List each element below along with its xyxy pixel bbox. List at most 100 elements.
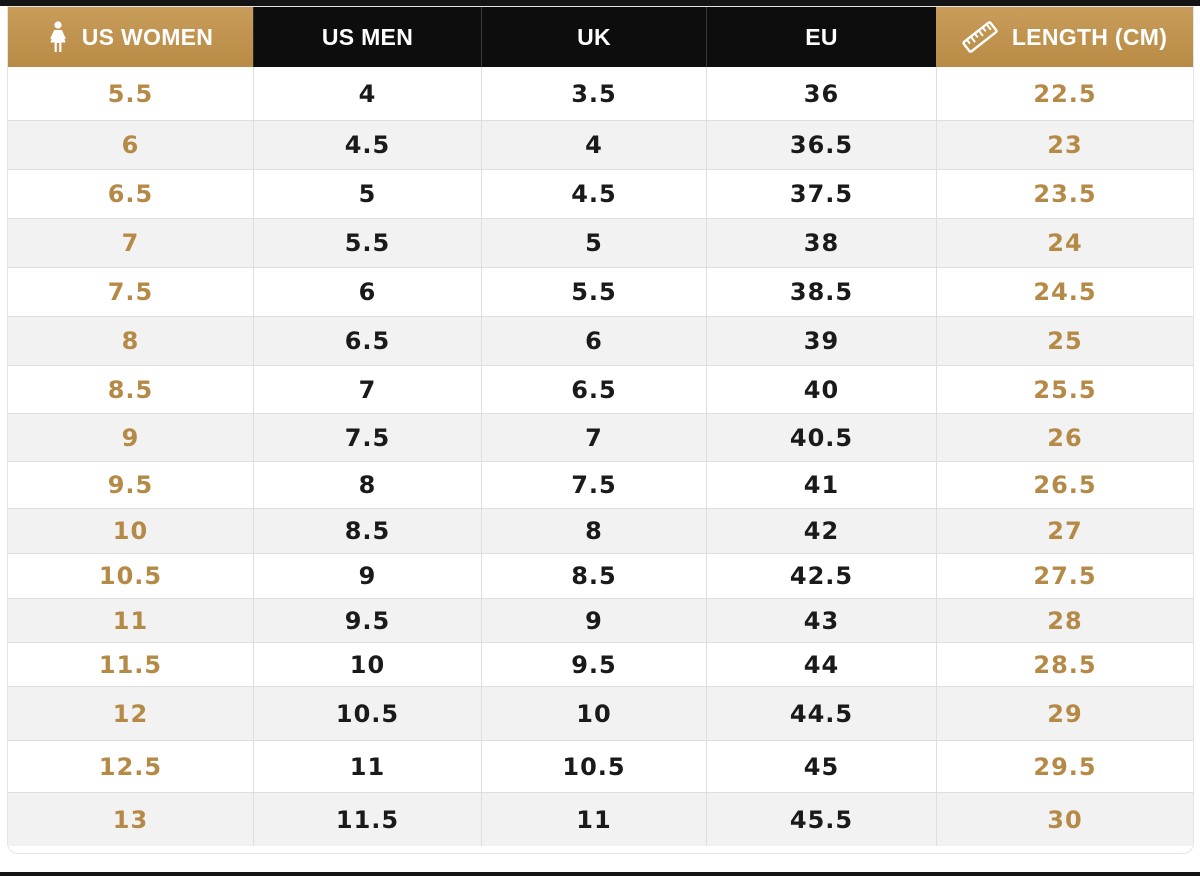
table-row: 10 8.5 8 42 27 [8, 508, 1193, 553]
table-cell: 8.5 [481, 554, 706, 598]
header-label: LENGTH (CM) [1011, 23, 1168, 50]
table-row: 10.5 9 8.5 42.5 27.5 [8, 553, 1193, 598]
table-cell: 6.5 [107, 180, 154, 208]
header-eu: EU [706, 7, 936, 67]
table-cell: 4 [253, 67, 481, 120]
table-cell: 4 [481, 121, 706, 169]
table-cell: 10 [253, 643, 481, 686]
table-cell: 11 [112, 606, 149, 635]
table-cell: 45.5 [706, 793, 936, 846]
woman-icon [48, 21, 68, 53]
table-cell: 24 [936, 219, 1193, 267]
table-cell: 40.5 [706, 414, 936, 461]
header-us-men: US MEN [253, 7, 481, 67]
header-label: EU [805, 23, 838, 50]
table-row: 9 7.5 7 40.5 26 [8, 413, 1193, 461]
header-label: US WOMEN [81, 23, 214, 50]
table-cell: 11 [481, 793, 706, 846]
table-cell: 7 [121, 229, 140, 257]
table-row: 8.5 7 6.5 40 25.5 [8, 365, 1193, 413]
table-cell: 5.5 [107, 79, 154, 108]
table-cell: 44.5 [706, 687, 936, 740]
table-cell: 28 [936, 599, 1193, 642]
table-row: 12.5 11 10.5 45 29.5 [8, 740, 1193, 792]
table-cell: 9.5 [253, 599, 481, 642]
table-cell: 38.5 [706, 268, 936, 316]
top-border [0, 0, 1200, 6]
table-cell: 11 [253, 741, 481, 792]
table-cell: 5.5 [481, 268, 706, 316]
table-cell: 25 [936, 317, 1193, 365]
table-cell: 29 [936, 687, 1193, 740]
table-cell: 5.5 [253, 219, 481, 267]
table-cell: 37.5 [706, 170, 936, 218]
table-cell: 28.5 [936, 643, 1193, 686]
table-cell: 7.5 [107, 278, 154, 306]
table-row: 6.5 5 4.5 37.5 23.5 [8, 169, 1193, 218]
table-row: 6 4.5 4 36.5 23 [8, 120, 1193, 169]
table-cell: 6 [481, 317, 706, 365]
table-cell: 5 [253, 170, 481, 218]
table-cell: 10.5 [98, 562, 163, 590]
header-label: US MEN [321, 23, 414, 50]
table-cell: 25.5 [936, 366, 1193, 413]
table-cell: 7.5 [481, 462, 706, 508]
table-cell: 9.5 [107, 471, 154, 499]
table-cell: 11.5 [253, 793, 481, 846]
table-cell: 7.5 [253, 414, 481, 461]
table-cell: 8.5 [253, 509, 481, 553]
table-cell: 8 [481, 509, 706, 553]
table-row: 12 10.5 10 44.5 29 [8, 686, 1193, 740]
table-row: 8 6.5 6 39 25 [8, 316, 1193, 365]
table-cell: 12.5 [98, 752, 163, 781]
table-cell: 9 [481, 599, 706, 642]
table-cell: 26.5 [936, 462, 1193, 508]
table-cell: 4.5 [253, 121, 481, 169]
table-cell: 24.5 [936, 268, 1193, 316]
table-cell: 7 [481, 414, 706, 461]
table-cell: 10.5 [253, 687, 481, 740]
size-chart-table: US WOMEN US MEN UK EU [8, 7, 1193, 853]
table-cell: 45 [706, 741, 936, 792]
table-cell: 23.5 [936, 170, 1193, 218]
ruler-icon [962, 21, 998, 53]
table-cell: 7 [253, 366, 481, 413]
table-cell: 6 [253, 268, 481, 316]
header-length-cm: LENGTH (CM) [936, 7, 1193, 67]
table-cell: 29.5 [936, 741, 1193, 792]
table-body: 5.5 4 3.5 36 22.5 6 4.5 4 36.5 23 6.5 5 4.5 37.5 23.5 7… [8, 67, 1193, 846]
table-row: 7.5 6 5.5 38.5 24.5 [8, 267, 1193, 316]
table-cell: 38 [706, 219, 936, 267]
table-cell: 41 [706, 462, 936, 508]
header-uk: UK [481, 7, 706, 67]
table-row: 5.5 4 3.5 36 22.5 [8, 67, 1193, 120]
header-label: UK [577, 23, 611, 50]
table-cell: 10 [481, 687, 706, 740]
table-cell: 44 [706, 643, 936, 686]
table-cell: 6 [121, 131, 140, 159]
table-cell: 9 [253, 554, 481, 598]
table-cell: 3.5 [481, 67, 706, 120]
table-cell: 11.5 [98, 650, 163, 679]
table-cell: 8.5 [107, 375, 154, 404]
table-cell: 42 [706, 509, 936, 553]
table-cell: 40 [706, 366, 936, 413]
table-cell: 13 [112, 805, 149, 834]
table-row: 11 9.5 9 43 28 [8, 598, 1193, 642]
table-cell: 39 [706, 317, 936, 365]
table-cell: 10 [112, 517, 149, 545]
table-header: US WOMEN US MEN UK EU [8, 7, 1193, 67]
table-cell: 6.5 [253, 317, 481, 365]
table-row: 11.5 10 9.5 44 28.5 [8, 642, 1193, 686]
table-row: 13 11.5 11 45.5 30 [8, 792, 1193, 846]
table-cell: 30 [936, 793, 1193, 846]
table-cell: 22.5 [936, 67, 1193, 120]
table-cell: 9 [121, 423, 140, 452]
table-cell: 27.5 [936, 554, 1193, 598]
table-cell: 23 [936, 121, 1193, 169]
bottom-border [0, 872, 1200, 876]
table-row: 7 5.5 5 38 24 [8, 218, 1193, 267]
table-cell: 12 [112, 699, 149, 728]
table-cell: 5 [481, 219, 706, 267]
table-cell: 43 [706, 599, 936, 642]
